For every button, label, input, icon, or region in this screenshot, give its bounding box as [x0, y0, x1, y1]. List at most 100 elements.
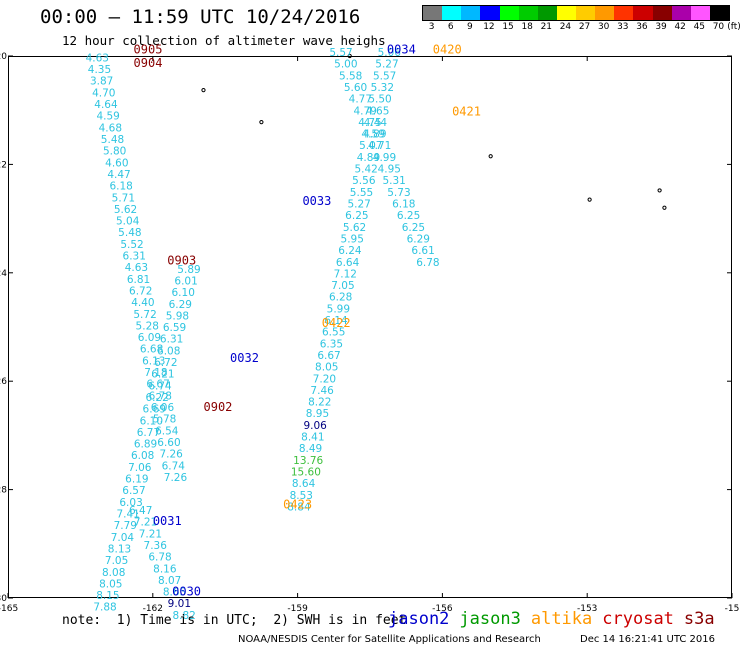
legend-swatch-15 [499, 6, 519, 20]
swh-value: 6.72 [129, 285, 152, 297]
y-tick-label: -30 [0, 594, 7, 604]
footer-timestamp: Dec 14 16:21:41 UTC 2016 [580, 634, 715, 645]
legend-swatch-12 [480, 6, 500, 20]
swh-value: 8.15 [96, 590, 119, 602]
swh-value: 4.60 [105, 157, 128, 169]
swh-value: 7.41 [116, 509, 139, 521]
swh-value: 6.08 [157, 345, 180, 357]
island-dot [662, 205, 667, 210]
legend-swatch-6 [442, 6, 462, 20]
swh-value: 8.16 [153, 563, 177, 575]
swh-value: 6.09 [138, 332, 161, 344]
swh-value: 5.57 [373, 70, 396, 82]
legend-label: 6 [447, 22, 454, 32]
swh-value: 6.55 [322, 327, 345, 339]
legend-swatch-30 [595, 6, 615, 20]
swh-value: 6.18 [109, 181, 132, 193]
swh-value: 5.98 [166, 310, 189, 322]
swh-value: 6.57 [122, 485, 145, 497]
swh-value: 6.24 [338, 245, 362, 257]
swh-value: 5.72 [133, 309, 156, 321]
swh-value: 5.00 [334, 59, 357, 71]
swh-value: 5.62 [343, 222, 366, 234]
swh-value: 8.95 [306, 408, 329, 420]
orbit-label: 0903 [167, 254, 196, 268]
swh-value: 6.13 [142, 355, 165, 367]
swh-value: 6.74 [162, 460, 186, 472]
swh-value: 9.06 [303, 420, 327, 432]
swh-value: 6.67 [146, 379, 169, 391]
swh-value: 5.04 [116, 216, 140, 228]
footer-credit: NOAA/NESDIS Center for Satellite Applica… [238, 634, 541, 645]
swh-value: 8.84 [287, 501, 311, 513]
legend-label: 30 [597, 22, 610, 32]
swh-value: 7.04 [111, 532, 135, 544]
orbit-label: 0420 [433, 42, 462, 56]
swh-value: 5.50 [368, 94, 391, 106]
swh-value: 4.59 [96, 111, 119, 123]
satellite-cryosat: cryosat [602, 609, 674, 629]
legend-swatch-42 [671, 6, 691, 20]
swh-value: 7.18 [144, 367, 167, 379]
legend-swatch-18 [518, 6, 538, 20]
swh-value: 6.78 [416, 257, 439, 269]
color-scale-legend [422, 5, 730, 21]
swh-value: 8.05 [99, 578, 122, 590]
orbit-label: 0032 [230, 351, 259, 365]
swh-value: 6.01 [174, 275, 197, 287]
swh-value: 6.10 [172, 287, 195, 299]
satellite-s3a: s3a [683, 609, 715, 629]
swh-value: 8.22 [308, 397, 331, 409]
swh-value: 6.89 [134, 439, 157, 451]
swh-value: 4.44 [364, 117, 388, 129]
legend-label: 18 [521, 22, 533, 32]
swh-value: 4.65 [366, 105, 389, 117]
swh-value: 4.47 [107, 169, 130, 181]
map-frame [8, 56, 732, 598]
swh-value: 6.14 [324, 315, 348, 327]
swh-value: 6.60 [157, 437, 180, 449]
orbit-label: 0422 [322, 316, 351, 330]
swh-value: 6.06 [151, 402, 175, 414]
swh-value: 6.78 [149, 390, 172, 402]
legend-unit: (ft) [727, 22, 740, 32]
swh-value: 4.99 [373, 152, 396, 164]
swh-value: 8.49 [299, 443, 322, 455]
footer-note: note: 1) Time is in UTC; 2) SWH is in fe… [62, 613, 407, 628]
swh-value: 7.05 [331, 280, 354, 292]
legend-swatch-21 [537, 6, 557, 20]
swh-value: 4.95 [378, 164, 401, 176]
swh-value: 6.77 [137, 427, 160, 439]
swh-value: 7.12 [334, 268, 357, 280]
swh-value: 4.63 [86, 52, 109, 64]
swh-value: 6.22 [145, 392, 168, 404]
swh-value: 6.25 [397, 210, 420, 222]
swh-value: 6.61 [411, 245, 434, 257]
legend-swatch-9 [461, 6, 481, 20]
swh-value: 7.36 [144, 540, 168, 552]
swh-value: 8.53 [290, 490, 313, 502]
swh-value: 7.79 [114, 520, 137, 532]
swh-value: 4.35 [88, 64, 111, 76]
satellite-jason3: jason3 [459, 609, 521, 629]
island-dot [347, 53, 352, 59]
legend-label: 24 [559, 22, 572, 32]
y-tick-label: -26 [0, 377, 7, 387]
swh-value: 5.99 [327, 303, 350, 315]
swh-value: 6.47 [129, 505, 152, 517]
x-tick-label: -162 [143, 604, 163, 614]
orbit-label: 0902 [204, 400, 233, 414]
swh-value: 8.07 [158, 575, 181, 587]
swh-value: 6.74 [148, 380, 172, 392]
swh-value: 6.68 [140, 344, 163, 356]
island-dot [657, 188, 662, 193]
orbit-label: 0905 [134, 42, 163, 56]
swh-value: 4.40 [131, 297, 154, 309]
swh-value: 4.89 [357, 152, 380, 164]
island-dot [259, 120, 264, 125]
swh-value: 5.27 [347, 198, 370, 210]
y-tick-label: -22 [0, 160, 7, 170]
swh-value: 6.69 [143, 404, 166, 416]
swh-value: 8.05 [315, 362, 338, 374]
swh-value: 5.27 [375, 59, 398, 71]
